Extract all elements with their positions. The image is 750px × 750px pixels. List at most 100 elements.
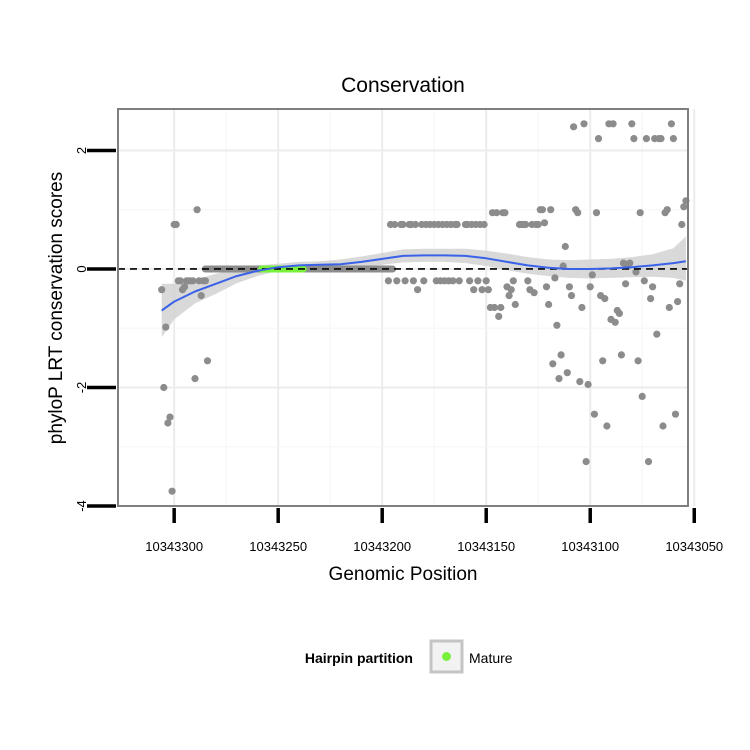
legend-title: Hairpin partition — [305, 650, 413, 666]
data-point — [176, 277, 184, 285]
data-point — [647, 295, 655, 303]
data-point — [507, 286, 515, 294]
data-point — [578, 303, 586, 312]
confidence-ribbon-layer — [161, 236, 686, 338]
data-point — [168, 487, 176, 495]
data-point — [628, 120, 636, 128]
data-point — [626, 259, 634, 267]
y-tick-label: 0 — [74, 265, 89, 272]
data-point — [594, 135, 603, 143]
data-point — [653, 330, 661, 338]
data-point — [663, 206, 671, 214]
data-point — [160, 383, 168, 392]
x-axis: 10343300 10343250 10343200 10343150 10343100… — [145, 508, 723, 554]
data-point — [495, 312, 503, 320]
data-point — [482, 277, 490, 285]
data-point — [384, 277, 392, 285]
data-point — [166, 413, 174, 421]
data-point — [474, 277, 482, 285]
data-point — [565, 283, 574, 291]
data-point — [570, 123, 578, 131]
x-tick-label: 10343200 — [353, 539, 411, 554]
data-point — [580, 120, 588, 128]
data-point — [511, 300, 519, 309]
data-point — [674, 298, 682, 306]
data-point — [480, 220, 488, 229]
data-point — [636, 209, 644, 217]
data-point — [478, 286, 486, 294]
data-point — [490, 303, 499, 312]
data-point — [540, 219, 549, 227]
data-point — [509, 277, 517, 285]
data-point — [642, 135, 651, 143]
data-point — [530, 289, 538, 297]
data-point — [622, 280, 630, 288]
data-point — [414, 286, 422, 294]
data-point — [505, 292, 513, 300]
data-point — [391, 220, 399, 229]
data-point — [399, 220, 407, 229]
data-point — [617, 351, 626, 359]
data-point — [466, 277, 474, 285]
y-axis: -4 -2 0 2 — [74, 147, 116, 512]
data-point — [193, 206, 201, 214]
chart-title: Conservation — [341, 74, 465, 97]
data-point — [599, 357, 607, 365]
data-point — [555, 375, 563, 383]
data-point — [164, 419, 172, 427]
data-point — [667, 120, 676, 128]
data-point — [189, 277, 197, 285]
data-point — [649, 283, 657, 291]
data-point — [671, 410, 680, 418]
score-points — [158, 120, 690, 495]
data-point — [588, 271, 596, 279]
x-tick-label: 10343050 — [665, 539, 723, 554]
data-point — [659, 422, 667, 430]
data-point — [603, 422, 611, 430]
data-point — [484, 286, 492, 294]
smooth-curve — [161, 254, 687, 312]
data-point — [601, 295, 609, 303]
data-point — [680, 203, 688, 211]
data-point — [547, 206, 555, 214]
legend-label-mature: Mature — [469, 650, 513, 666]
data-point — [640, 277, 648, 285]
data-point — [542, 283, 551, 291]
data-point — [678, 220, 686, 229]
data-point — [634, 357, 642, 365]
data-point — [393, 277, 401, 285]
data-point — [453, 220, 461, 229]
y-tick-label: -4 — [74, 500, 89, 512]
data-point — [172, 220, 180, 229]
data-point — [449, 277, 457, 285]
data-point — [522, 220, 530, 229]
data-point — [574, 209, 582, 217]
data-point — [584, 380, 592, 389]
data-point — [549, 360, 557, 368]
data-point — [203, 357, 212, 365]
data-point — [409, 277, 417, 285]
y-axis-label: phyloP LRT conservation scores — [46, 172, 67, 445]
data-point — [657, 135, 665, 143]
x-tick-label: 10343250 — [249, 539, 307, 554]
data-point — [493, 209, 501, 217]
plot-frame — [117, 108, 689, 507]
x-tick-label: 10343300 — [145, 539, 203, 554]
data-point — [567, 292, 576, 300]
data-point — [638, 392, 646, 400]
data-point — [497, 303, 505, 312]
legend-mature-dot — [442, 652, 451, 661]
data-point — [615, 309, 624, 317]
x-tick-label: 10343100 — [561, 539, 619, 554]
data-point — [455, 277, 463, 285]
data-point — [563, 369, 571, 377]
data-point — [665, 303, 673, 312]
data-point — [501, 209, 509, 217]
data-point — [158, 286, 166, 294]
data-point — [162, 323, 170, 331]
data-point — [630, 135, 638, 143]
y-tick-label: 2 — [74, 147, 89, 154]
data-point — [538, 206, 547, 214]
data-point — [669, 135, 678, 143]
data-point — [545, 300, 553, 309]
